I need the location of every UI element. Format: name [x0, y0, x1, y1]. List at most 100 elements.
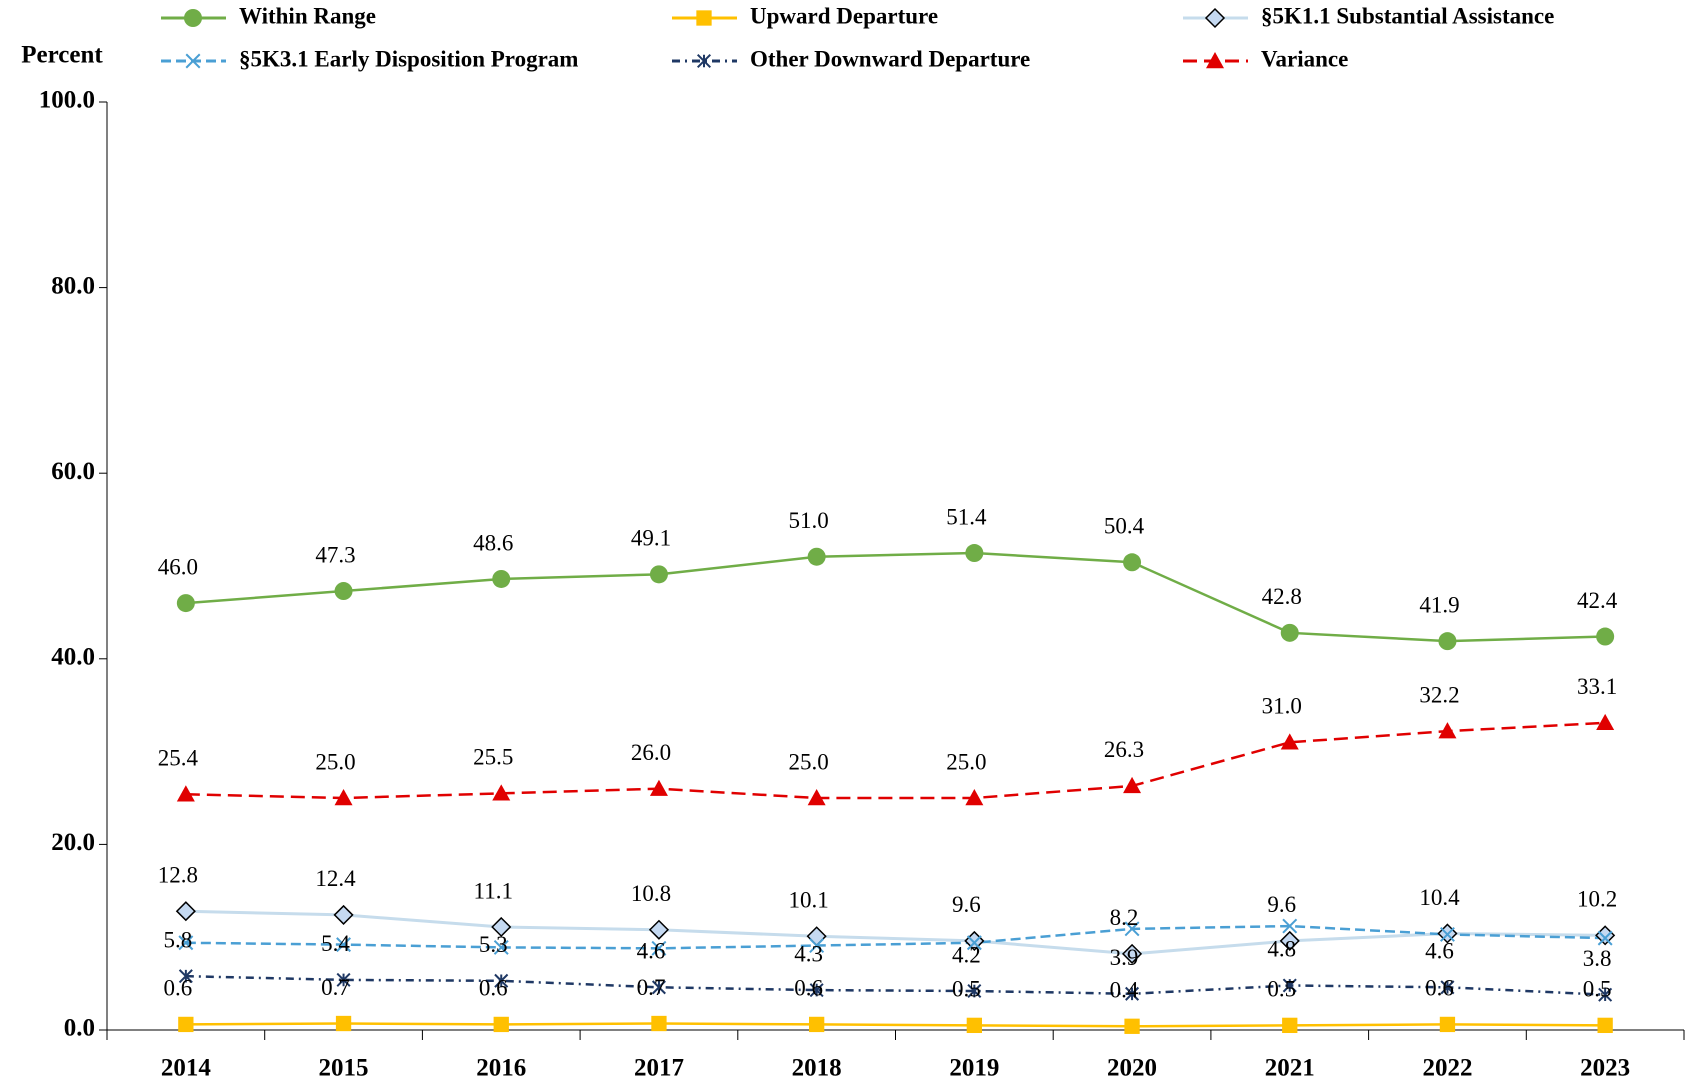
marker: [649, 565, 668, 584]
series-line: [185, 551, 1606, 643]
marker: [334, 789, 353, 806]
data-label: 25.5: [473, 745, 513, 770]
data-label: 0.4: [1110, 978, 1139, 1003]
y-tick-label: 60.0: [51, 458, 95, 485]
marker: [966, 1017, 982, 1034]
marker: [491, 916, 512, 938]
marker: [1206, 52, 1224, 69]
data-label: 33.1: [1577, 674, 1617, 699]
marker: [1438, 722, 1457, 739]
data-label: 0.7: [321, 975, 350, 1000]
marker: [651, 940, 667, 956]
data-label: 10.1: [789, 888, 829, 913]
legend-item: Upward Departure: [672, 3, 938, 28]
data-label: 26.0: [631, 740, 671, 765]
marker: [966, 935, 982, 951]
y-tick-label: 20.0: [51, 829, 95, 856]
data-label: 10.8: [631, 881, 671, 906]
data-label: 4.3: [794, 941, 823, 966]
marker: [807, 547, 826, 566]
data-label: 0.6: [1425, 976, 1454, 1001]
data-label: 12.4: [315, 866, 356, 891]
data-label: 42.8: [1262, 584, 1302, 609]
legend-item: Within Range: [161, 3, 376, 28]
marker: [175, 901, 196, 922]
x-tick-label: 2021: [1265, 1055, 1315, 1082]
marker: [1440, 980, 1455, 995]
data-label: 25.0: [315, 749, 355, 774]
data-label: 4.8: [1267, 937, 1296, 962]
legend-item: Variance: [1183, 46, 1348, 71]
marker: [492, 784, 511, 801]
marker: [185, 53, 201, 69]
marker: [1124, 921, 1140, 937]
data-label: 0.6: [794, 976, 823, 1001]
data-label: 47.3: [315, 542, 355, 567]
y-tick-label: 100.0: [39, 87, 95, 114]
data-label: 5.8: [163, 927, 192, 952]
data-label: 0.7: [637, 975, 666, 1000]
x-tick-label: 2016: [476, 1055, 526, 1082]
data-label: 51.0: [789, 508, 829, 533]
data-label: 4.2: [952, 942, 981, 967]
data-label: 5.3: [479, 932, 508, 957]
data-label: 8.2: [1110, 905, 1139, 930]
y-tick-label: 40.0: [51, 644, 95, 671]
data-label: 11.1: [474, 878, 513, 903]
marker: [809, 983, 824, 998]
series-line: [185, 974, 1606, 996]
marker: [336, 937, 352, 953]
x-tick-label: 2015: [319, 1055, 369, 1082]
x-tick-label: 2018: [792, 1055, 842, 1082]
marker: [333, 904, 354, 925]
marker: [651, 1015, 667, 1032]
marker: [696, 53, 712, 69]
legend-label: Upward Departure: [750, 3, 938, 28]
series-line: [185, 909, 1606, 956]
marker: [809, 1016, 825, 1033]
data-label: 3.8: [1583, 946, 1612, 971]
marker: [1595, 925, 1616, 946]
data-label: 51.4: [946, 504, 987, 529]
marker: [492, 569, 511, 588]
marker: [1279, 930, 1300, 951]
legend-label: §5K3.1 Early Disposition Program: [239, 46, 578, 71]
marker: [176, 785, 195, 802]
marker: [1596, 713, 1615, 731]
marker: [1282, 918, 1298, 934]
data-label: 0.5: [1583, 977, 1612, 1002]
data-label: 25.0: [789, 749, 829, 774]
y-axis-label: Percent: [21, 42, 103, 69]
data-label: 49.1: [631, 526, 671, 551]
data-label: 0.6: [163, 976, 192, 1001]
series-line: [185, 924, 1606, 950]
x-tick-label: 2014: [161, 1055, 212, 1082]
marker: [648, 919, 670, 940]
marker: [178, 1016, 194, 1033]
data-label: 5.4: [321, 931, 350, 956]
marker: [1282, 978, 1297, 993]
marker: [1439, 926, 1455, 942]
legend-item: Other Downward Departure: [672, 46, 1030, 71]
marker: [1204, 7, 1226, 29]
x-tick-label: 2017: [634, 1055, 684, 1082]
marker: [1123, 776, 1142, 794]
marker: [1439, 1016, 1456, 1033]
marker: [651, 980, 666, 995]
data-label: 46.0: [158, 554, 198, 579]
legend-label: Variance: [1261, 46, 1348, 71]
marker: [1280, 623, 1299, 642]
marker: [1123, 553, 1142, 572]
y-tick-label: 80.0: [51, 272, 95, 299]
x-tick-label: 2019: [949, 1055, 999, 1082]
marker: [334, 582, 353, 601]
series-line: [185, 721, 1606, 800]
marker: [1280, 733, 1299, 750]
data-label: 0.5: [1267, 977, 1296, 1002]
marker: [1598, 987, 1613, 1002]
data-label: 26.3: [1104, 737, 1144, 762]
marker: [1597, 930, 1613, 946]
data-label: 4.6: [1425, 939, 1454, 964]
data-label: 10.2: [1577, 887, 1617, 912]
